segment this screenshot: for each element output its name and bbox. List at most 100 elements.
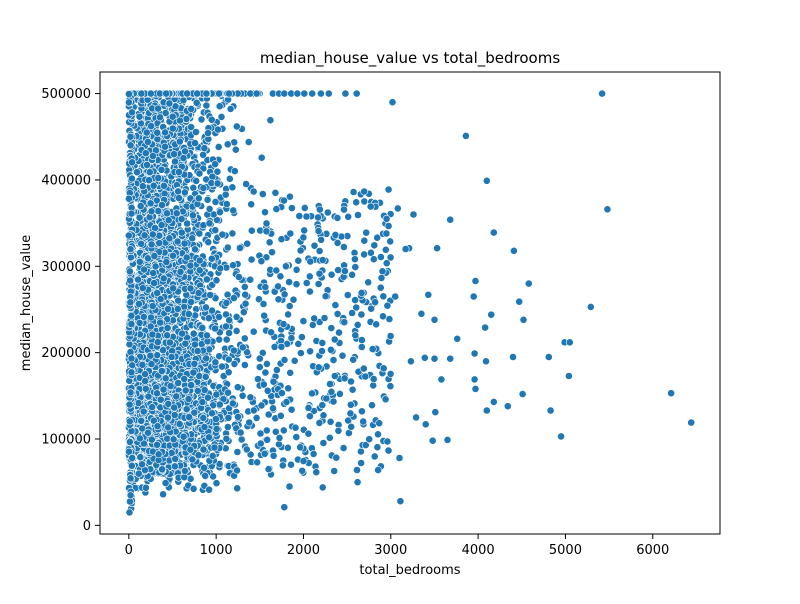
data-point xyxy=(127,461,136,470)
data-point xyxy=(299,457,308,465)
data-point xyxy=(214,142,223,151)
data-point xyxy=(154,174,163,182)
data-point xyxy=(364,278,373,287)
data-point xyxy=(375,419,384,428)
data-point xyxy=(184,310,193,318)
data-point xyxy=(222,335,231,344)
data-point xyxy=(147,207,156,216)
data-point xyxy=(381,395,390,404)
data-point xyxy=(228,399,237,408)
data-point xyxy=(433,244,441,253)
data-point xyxy=(246,275,255,284)
data-point xyxy=(134,469,143,478)
data-point xyxy=(586,302,595,311)
data-point xyxy=(369,375,378,383)
data-point xyxy=(300,203,309,212)
data-point xyxy=(347,377,355,386)
data-point xyxy=(215,460,224,468)
data-point xyxy=(321,292,330,301)
data-point xyxy=(170,403,179,412)
data-point xyxy=(246,393,255,402)
data-point xyxy=(195,256,204,265)
data-point xyxy=(446,354,455,363)
data-point xyxy=(565,338,574,347)
data-point xyxy=(353,478,362,487)
data-point xyxy=(282,398,291,406)
data-point xyxy=(165,99,174,108)
data-point xyxy=(310,241,319,250)
data-point xyxy=(324,89,333,98)
data-point xyxy=(202,101,211,110)
data-point xyxy=(215,312,223,321)
data-point xyxy=(226,105,235,113)
data-point xyxy=(126,491,135,500)
data-point xyxy=(350,255,359,264)
x-tick-label: 3000 xyxy=(374,543,407,558)
data-point xyxy=(193,347,202,355)
data-point xyxy=(180,374,189,383)
y-tick-label: 200000 xyxy=(41,346,91,361)
data-point xyxy=(329,356,338,364)
data-point xyxy=(346,409,355,418)
data-point xyxy=(286,229,295,238)
data-point xyxy=(391,292,400,301)
data-point xyxy=(205,204,214,213)
data-point xyxy=(126,132,135,141)
data-point xyxy=(225,174,234,183)
data-point xyxy=(195,266,204,275)
data-point xyxy=(305,272,314,281)
data-point xyxy=(315,205,324,214)
data-point xyxy=(168,124,177,133)
data-point xyxy=(216,208,224,217)
data-point xyxy=(352,89,361,98)
data-point xyxy=(229,346,238,355)
data-point xyxy=(264,410,273,419)
data-point xyxy=(180,188,189,197)
data-point xyxy=(366,202,375,211)
data-point xyxy=(175,116,184,125)
data-point xyxy=(314,227,323,235)
data-point xyxy=(373,443,382,452)
data-point xyxy=(446,215,455,224)
data-point xyxy=(125,508,134,517)
data-point xyxy=(175,420,184,428)
data-point xyxy=(269,377,278,386)
data-point xyxy=(159,490,167,499)
data-point xyxy=(164,423,172,432)
data-point xyxy=(276,272,285,281)
data-point xyxy=(382,214,391,223)
data-point xyxy=(280,196,288,205)
data-point xyxy=(156,295,165,303)
data-point xyxy=(384,185,393,194)
data-point xyxy=(603,205,612,214)
data-point xyxy=(340,374,349,383)
data-point xyxy=(124,98,133,107)
data-point xyxy=(233,448,242,456)
data-point xyxy=(254,375,262,383)
data-point xyxy=(153,338,162,347)
data-point xyxy=(368,401,376,410)
data-point xyxy=(386,382,395,391)
data-point xyxy=(193,89,202,98)
data-point xyxy=(382,259,391,268)
data-point xyxy=(238,391,247,400)
data-point xyxy=(344,212,353,221)
data-point xyxy=(340,205,348,214)
data-point xyxy=(211,160,219,169)
data-point xyxy=(192,98,201,107)
data-point xyxy=(287,405,296,414)
data-point xyxy=(269,404,277,413)
data-point xyxy=(210,443,219,452)
data-point xyxy=(229,206,238,215)
data-point xyxy=(277,235,286,244)
data-point xyxy=(187,123,195,131)
data-point xyxy=(261,208,269,217)
data-point xyxy=(217,113,226,121)
data-point xyxy=(372,320,381,329)
data-point xyxy=(162,89,171,98)
data-point xyxy=(329,397,338,406)
data-point xyxy=(195,169,204,178)
data-point xyxy=(354,211,362,219)
data-point xyxy=(351,296,359,304)
data-point xyxy=(144,392,153,401)
